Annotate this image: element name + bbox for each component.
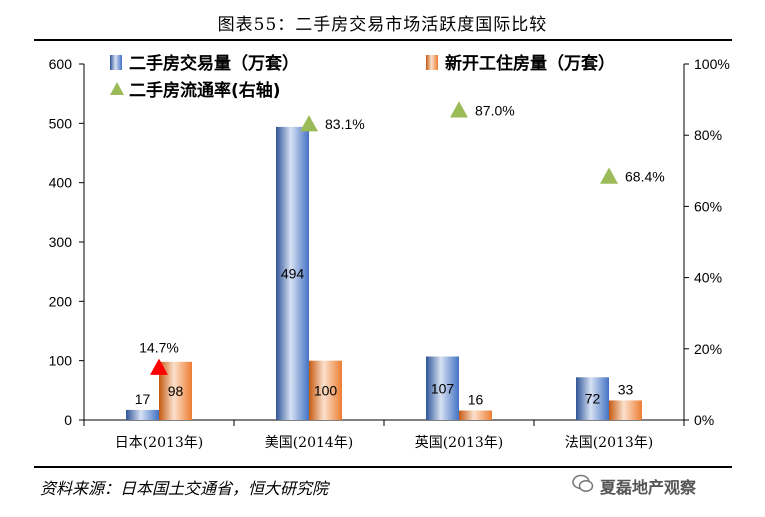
legend-label-newstart: 新开工住房量（万套）: [445, 53, 615, 74]
bar-secondhand: [126, 409, 159, 420]
bar-newstart: [309, 360, 342, 420]
wechat-icon: [572, 474, 594, 492]
bar-label-secondhand: 17: [135, 391, 151, 407]
legend-label-turnover: 二手房流通率(右轴): [129, 80, 281, 101]
bar-label-newstart: 100: [314, 382, 338, 398]
bar-newstart: [609, 400, 642, 420]
legend-swatch-newstart: [426, 55, 438, 70]
y-left-tick-label: 100: [49, 353, 73, 369]
bar-label-newstart: 16: [468, 392, 484, 408]
y-right-tick-label: 60%: [694, 198, 722, 214]
x-tick-label: 英国(2013年): [415, 434, 504, 451]
y-left-tick-label: 400: [49, 175, 73, 191]
bar-label-secondhand: 494: [281, 265, 305, 281]
bar-label-secondhand: 72: [585, 391, 601, 407]
marker-label: 14.7%: [139, 340, 179, 356]
y-left-tick-label: 200: [49, 293, 73, 309]
bar-label-newstart: 98: [168, 383, 184, 399]
y-right-tick-label: 100%: [694, 56, 730, 72]
marker-turnover: [150, 358, 168, 375]
source-note: 资料来源：日本国土交通省，恒大研究院: [40, 479, 329, 498]
chart-title: 图表55：二手房交易市场活跃度国际比较: [217, 15, 548, 35]
top-rule: [34, 39, 732, 41]
marker-turnover: [300, 115, 318, 132]
x-tick-label: 法国(2013年): [565, 435, 654, 451]
bar-secondhand: [276, 126, 309, 420]
x-tick-label: 日本(2013年): [115, 435, 204, 451]
bar-label-secondhand: 107: [431, 380, 455, 396]
y-left-tick-label: 0: [64, 412, 72, 428]
y-right-tick-label: 40%: [694, 270, 722, 286]
watermark: 夏磊地产观察: [600, 478, 697, 497]
legend-label-secondhand: 二手房交易量（万套）: [129, 53, 299, 74]
y-right-tick-label: 20%: [694, 341, 722, 357]
marker-turnover: [600, 167, 618, 184]
y-left-tick-label: 300: [49, 234, 73, 250]
y-left-tick-label: 500: [49, 115, 73, 131]
x-tick-label: 美国(2014年): [265, 435, 354, 451]
bar-label-newstart: 33: [618, 381, 634, 397]
marker-turnover: [450, 101, 468, 118]
bottom-rule: [34, 466, 732, 468]
legend-swatch-secondhand: [110, 55, 122, 70]
bar-secondhand: [426, 356, 459, 420]
y-left-tick-label: 600: [49, 56, 73, 72]
y-right-tick-label: 0%: [694, 412, 714, 428]
y-right-tick-label: 80%: [694, 127, 722, 143]
marker-label: 87.0%: [475, 102, 515, 118]
bar-secondhand: [576, 377, 609, 420]
marker-label: 83.1%: [325, 116, 365, 132]
bar-newstart: [459, 410, 492, 420]
marker-label: 68.4%: [625, 168, 665, 184]
legend-swatch-turnover: [110, 82, 124, 95]
